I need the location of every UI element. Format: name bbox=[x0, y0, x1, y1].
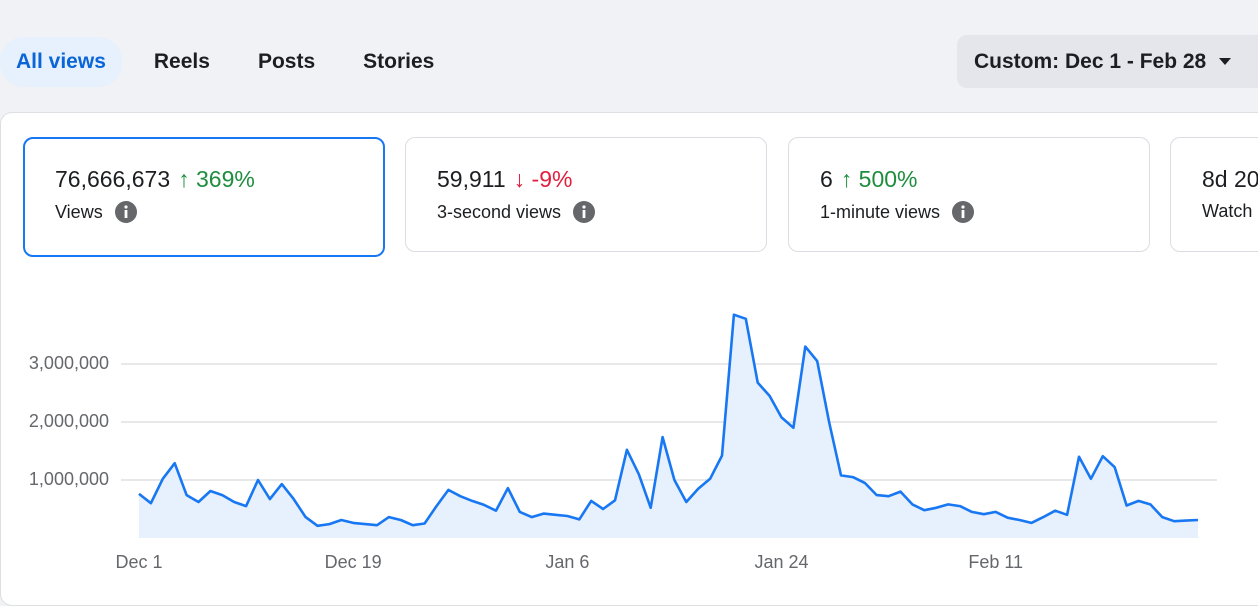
metric-card[interactable]: 8d 20 Watch bbox=[1170, 137, 1258, 252]
y-tick-label: 2,000,000 bbox=[29, 411, 109, 431]
x-tick-label: Dec 1 bbox=[115, 552, 162, 572]
info-dot bbox=[124, 205, 128, 209]
metric-label-row: 1-minute views bbox=[820, 201, 1149, 223]
metric-top: 59,911 ↓ -9% bbox=[437, 166, 766, 193]
metric-label-row: Watch bbox=[1202, 201, 1258, 222]
info-icon bbox=[573, 201, 596, 223]
line bbox=[138, 313, 1199, 528]
insights-panel: 76,666,673 ↑ 369% Views 59,911 ↓ -9% 3-second… bbox=[0, 112, 1258, 606]
area bbox=[139, 314, 1198, 538]
tab-bar: All views Reels Posts Stories bbox=[0, 36, 466, 88]
metric-value: 6 bbox=[820, 166, 833, 192]
metric-change: ↓ -9% bbox=[513, 166, 573, 192]
info-stem bbox=[124, 210, 128, 218]
chart: 1,000,000 2,000,000 3,000,000 Dec 1 Dec 19 Ja… bbox=[29, 313, 1217, 572]
info-stem bbox=[961, 210, 965, 218]
metric-value: 59,911 bbox=[437, 166, 506, 192]
metric-label: Views bbox=[55, 201, 103, 222]
metric-label-row: Views bbox=[55, 201, 383, 223]
tab[interactable]: Reels bbox=[153, 50, 210, 73]
metric-card[interactable]: 76,666,673 ↑ 369% Views bbox=[23, 137, 385, 257]
metric-card[interactable]: 59,911 ↓ -9% 3-second views bbox=[405, 137, 767, 252]
tab[interactable]: All views bbox=[0, 37, 122, 87]
x-tick-label: Dec 19 bbox=[325, 552, 382, 572]
metric-value: 8d 20 bbox=[1202, 166, 1258, 192]
tab[interactable]: Stories bbox=[363, 50, 435, 73]
y-tick-label: 3,000,000 bbox=[29, 353, 109, 373]
metric-label-row: 3-second views bbox=[437, 201, 766, 223]
x-tick-label: Jan 6 bbox=[545, 552, 589, 572]
metric-card[interactable]: 6 ↑ 500% 1-minute views bbox=[788, 137, 1150, 252]
info-dot bbox=[961, 205, 965, 209]
info-stem bbox=[582, 210, 586, 218]
metric-label: 3-second views bbox=[437, 201, 562, 222]
metric-top: 6 ↑ 500% bbox=[820, 166, 1149, 193]
info-dot bbox=[582, 205, 586, 209]
y-tick-label: 1,000,000 bbox=[29, 469, 109, 489]
metric-change: ↑ 500% bbox=[840, 166, 918, 192]
x-tick-label: Feb 11 bbox=[968, 552, 1023, 572]
info-icon bbox=[114, 201, 137, 223]
caret-icon bbox=[1219, 57, 1232, 65]
metric-label: Watch bbox=[1202, 201, 1253, 221]
date-range-label: Custom: Dec 1 - Feb 28 bbox=[974, 49, 1207, 73]
metric-label: 1-minute views bbox=[820, 201, 941, 222]
info-icon bbox=[952, 201, 975, 223]
date-range-dropdown[interactable]: Custom: Dec 1 - Feb 28 bbox=[957, 35, 1258, 88]
x-tick-label: Jan 24 bbox=[755, 552, 809, 572]
metric-value: 76,666,673 bbox=[55, 166, 171, 192]
metric-top: 76,666,673 ↑ 369% bbox=[55, 166, 383, 193]
metric-change: ↑ 369% bbox=[178, 166, 255, 192]
tab[interactable]: Posts bbox=[257, 50, 316, 73]
metric-top: 8d 20 bbox=[1202, 166, 1258, 193]
